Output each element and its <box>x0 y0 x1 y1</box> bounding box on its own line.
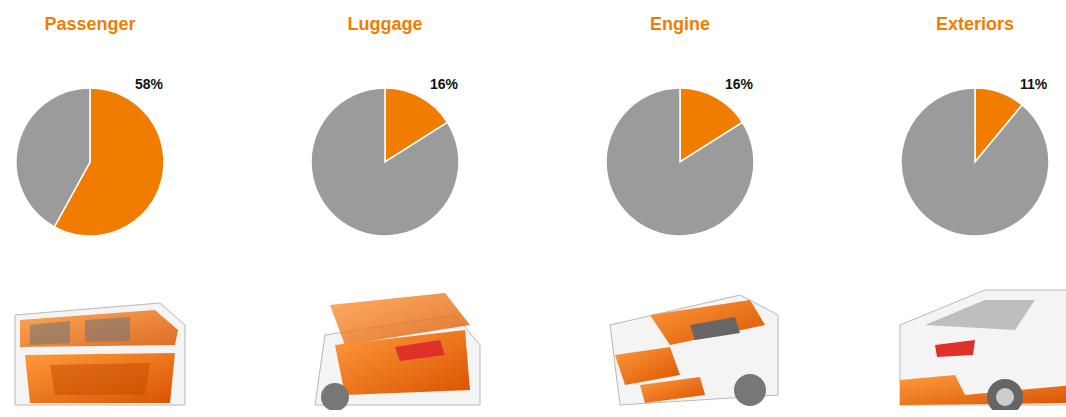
svg-text:58%: 58% <box>135 76 164 92</box>
html-text:Engine: Engine <box>650 14 710 34</box>
html-text:Luggage: Luggage <box>347 14 423 34</box>
svg-text:11%: 11% <box>1020 76 1048 92</box>
html-text:Exteriors: Exteriors <box>936 14 1014 34</box>
svg-text:16%: 16% <box>430 76 459 92</box>
svg-text:16%: 16% <box>725 76 754 92</box>
html-text:Passenger: Passenger <box>44 14 136 34</box>
